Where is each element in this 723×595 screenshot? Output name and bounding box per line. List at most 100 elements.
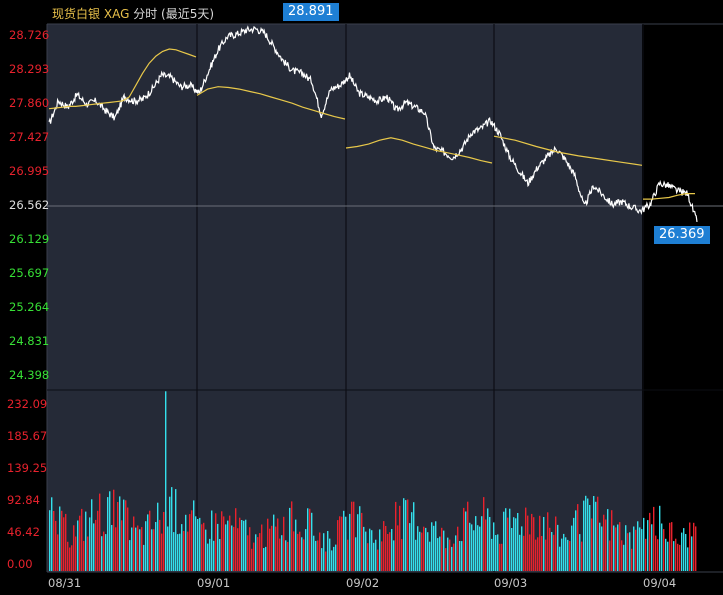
volume-bar-118 [285, 540, 287, 571]
volume-bar-292 [633, 526, 635, 571]
volume-bar-93 [235, 508, 237, 571]
volume-bar-202 [453, 543, 455, 571]
volume-bar-235 [519, 534, 521, 571]
volume-bar-300 [649, 512, 651, 571]
volume-bar-278 [605, 519, 607, 571]
volume-bar-260 [569, 541, 571, 571]
volume-bar-245 [539, 515, 541, 571]
volume-tick-label-0: 232.09 [7, 397, 48, 411]
volume-bar-82 [213, 540, 215, 571]
volume-bar-22 [93, 523, 95, 571]
volume-bar-157 [363, 526, 365, 571]
volume-bar-156 [361, 512, 363, 571]
date-tick-label-1: 09/01 [197, 576, 231, 590]
volume-bar-60 [169, 496, 171, 571]
price-tick-label-10: 24.398 [9, 368, 50, 382]
volume-bar-55 [159, 519, 161, 571]
volume-bar-135 [319, 532, 321, 571]
volume-bar-81 [211, 510, 213, 571]
volume-bar-13 [75, 536, 77, 571]
volume-bar-177 [403, 498, 405, 571]
volume-bar-199 [447, 537, 449, 571]
volume-bar-45 [139, 529, 141, 571]
volume-bar-284 [617, 524, 619, 571]
volume-bar-225 [499, 543, 501, 571]
volume-bar-176 [401, 539, 403, 571]
volume-bar-19 [87, 536, 89, 571]
price-tick-label-4: 26.995 [9, 163, 50, 178]
volume-bar-61 [171, 487, 173, 571]
volume-bar-74 [197, 519, 199, 571]
plot-area [47, 24, 642, 572]
volume-bar-269 [587, 498, 589, 571]
volume-bar-110 [269, 528, 271, 571]
volume-bar-193 [435, 521, 437, 571]
volume-bar-311 [671, 522, 673, 571]
volume-bar-203 [455, 535, 457, 571]
volume-bar-95 [239, 517, 241, 571]
volume-bar-106 [261, 524, 263, 571]
volume-bar-273 [595, 501, 597, 571]
volume-bar-64 [177, 534, 179, 571]
volume-bar-43 [135, 527, 137, 571]
volume-bar-214 [477, 525, 479, 571]
volume-bar-84 [217, 523, 219, 571]
volume-bar-38 [125, 500, 127, 571]
volume-bar-63 [175, 489, 177, 571]
volume-bar-250 [549, 527, 551, 571]
volume-bar-233 [515, 518, 517, 571]
volume-bar-23 [95, 519, 97, 571]
volume-bar-222 [493, 522, 495, 571]
volume-bar-115 [279, 538, 281, 571]
chart-mode: 分时 (最近5天) [133, 7, 215, 21]
price-tick-label-5: 26.562 [9, 198, 50, 212]
volume-bar-94 [237, 528, 239, 571]
volume-bar-282 [613, 525, 615, 571]
volume-bar-249 [547, 512, 549, 571]
volume-bar-261 [571, 525, 573, 571]
volume-bar-168 [385, 526, 387, 571]
volume-bar-304 [657, 539, 659, 571]
volume-bar-116 [281, 535, 283, 571]
volume-bar-276 [601, 526, 603, 571]
volume-bar-318 [685, 534, 687, 571]
volume-bar-150 [349, 513, 351, 571]
volume-bar-289 [627, 533, 629, 571]
volume-bar-138 [325, 551, 327, 571]
volume-bar-322 [693, 522, 695, 571]
volume-bar-232 [513, 517, 515, 571]
volume-bar-178 [405, 500, 407, 571]
price-tick-label-8: 25.264 [9, 299, 50, 314]
volume-bar-281 [611, 510, 613, 571]
volume-bar-127 [303, 539, 305, 571]
volume-bar-291 [631, 548, 633, 571]
current-price-tag: 26.369 [654, 226, 710, 244]
volume-bar-255 [559, 546, 561, 571]
volume-bar-243 [535, 539, 537, 571]
volume-bar-169 [387, 534, 389, 571]
volume-bar-221 [491, 538, 493, 571]
volume-bar-315 [679, 544, 681, 571]
volume-bar-145 [339, 516, 341, 571]
volume-bar-195 [439, 536, 441, 571]
volume-bar-303 [655, 535, 657, 571]
volume-bar-205 [459, 541, 461, 571]
volume-bar-52 [153, 529, 155, 571]
volume-bar-32 [113, 489, 115, 571]
volume-bar-237 [523, 535, 525, 571]
instrument-symbol: XAG [103, 7, 130, 21]
volume-bar-267 [583, 500, 585, 571]
volume-bar-309 [667, 541, 669, 571]
volume-bar-46 [141, 527, 143, 571]
volume-bar-9 [67, 541, 69, 571]
average-line-day-3 [345, 137, 493, 164]
volume-bar-124 [297, 533, 299, 571]
volume-bar-164 [377, 549, 379, 571]
volume-bar-190 [429, 541, 431, 571]
volume-bar-200 [449, 539, 451, 571]
volume-bar-231 [511, 528, 513, 571]
volume-bar-299 [647, 520, 649, 571]
volume-bar-109 [267, 518, 269, 571]
volume-bar-182 [413, 502, 415, 571]
